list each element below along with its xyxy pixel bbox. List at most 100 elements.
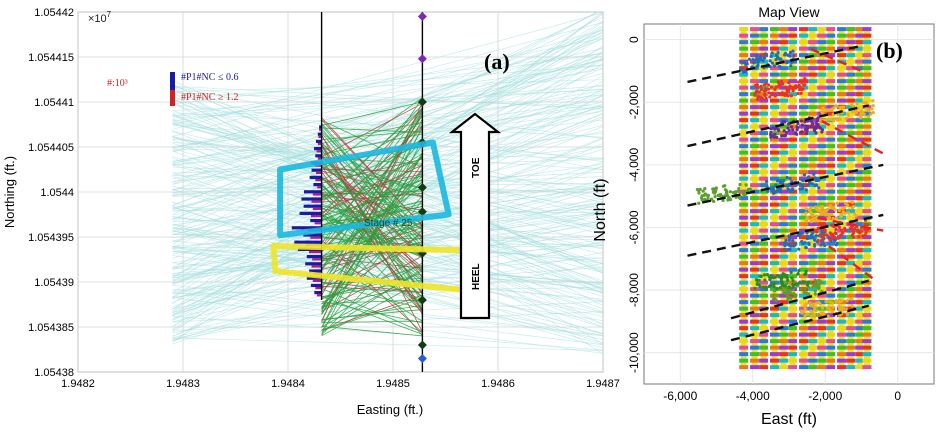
stage-marker-b [808,306,818,311]
microseismic-event [779,278,783,282]
histogram-bar-high-nc [312,258,322,261]
stage-marker-b [826,326,836,331]
stage-marker-b [862,27,872,32]
stage-marker-b [788,267,798,272]
stage-marker-b [846,248,856,253]
microseismic-event [791,49,795,53]
stage-marker-b [837,358,847,363]
stage-marker-b [837,183,847,188]
stage-marker-b [799,209,808,214]
histogram-bar-high-nc [312,279,322,282]
microseismic-event [751,57,755,62]
connection-ray-high-nc [321,239,423,333]
stage-marker-b [799,228,808,233]
stage-marker-b [855,222,865,227]
stage-marker-b [759,85,769,90]
stage-marker-b [846,300,856,305]
stage-marker-b [779,196,789,201]
microseismic-event [754,66,758,70]
histogram-bar-low-nc [299,211,322,215]
microseismic-event [810,182,814,186]
microseismic-event [776,128,781,132]
histogram-bar-high-nc [317,186,322,189]
microseismic-event [771,126,775,130]
stage-marker-b [739,209,749,214]
stage-marker-b [808,72,818,77]
stage-marker-b [837,235,847,240]
microseismic-event [852,235,856,239]
stage-marker-b [759,157,769,162]
stage-marker-b [826,358,836,363]
microseismic-event [769,135,773,139]
stage-marker-b [779,319,789,324]
background-lateral [172,251,603,340]
microseismic-event [800,130,804,134]
stage-marker-b [739,215,749,220]
connection-ray [321,325,423,337]
background-lateral [172,64,603,122]
microseismic-event [763,92,767,97]
stage-marker-b [846,33,856,38]
stage-marker-b [759,170,769,175]
connection-ray-high-nc [321,257,423,269]
stage-marker-b [750,202,760,207]
connection-ray [321,132,423,251]
stage-marker-b [837,131,847,136]
stage-marker-b [739,228,749,233]
microseismic-event [755,282,760,286]
microseismic-event [853,212,857,216]
microseismic-event [787,285,791,290]
stage-marker-b [799,118,808,123]
stage-marker-b [846,332,856,337]
stage-marker-b [808,339,818,344]
microseismic-event [788,86,792,90]
microseismic-event [803,120,807,124]
stage-marker-b [750,293,760,298]
legend-label-low-nc: #P1#NC ≤ 0.6 [181,72,238,83]
stage-marker-b [770,215,779,220]
stage-marker-b [808,319,818,324]
microseismic-event [804,218,808,222]
stage-marker-b [770,248,779,253]
connection-ray-high-nc [321,134,423,333]
microseismic-event [712,199,716,204]
microseismic-event [796,271,800,276]
connection-ray [321,179,423,221]
stage-marker-b [817,358,827,363]
microseismic-event [829,206,834,210]
stage-marker-b [846,176,856,181]
stage-marker-b [837,92,847,97]
stage-marker-b [817,72,827,77]
microseismic-event [799,119,804,123]
stage-marker-b [808,222,818,227]
stage-marker-b [788,313,798,318]
stage-marker-b [799,202,808,207]
stage-marker-b [855,287,865,292]
stage-marker-b [750,196,760,201]
microseismic-event [820,130,824,134]
stage-marker-b [750,215,760,220]
microseismic-event [770,91,775,95]
stage-marker-b [855,365,865,370]
y-tick-label-b: 0 [627,36,641,43]
y-tick-label-a: 1.05442 [34,7,74,19]
microseismic-event [747,57,751,61]
stage-marker-b [799,46,808,51]
stage-label: Stage # 25 [364,218,413,229]
stage-marker-b [837,137,847,142]
stage-marker-b [759,189,769,194]
microseismic-event [793,295,798,299]
stage-marker-b [826,33,836,38]
microseismic-event [787,81,791,85]
microseismic-event [838,308,842,312]
microseismic-event [771,297,776,301]
microseismic-event [790,276,794,280]
connection-ray-high-nc [321,158,423,184]
microseismic-event [785,274,789,278]
stage-marker-b [759,365,769,370]
stage-marker-b [739,111,749,116]
stage-marker-b [788,46,798,51]
microseismic-event [773,275,777,279]
connection-ray [321,121,423,144]
stage-marker-b [788,209,798,214]
